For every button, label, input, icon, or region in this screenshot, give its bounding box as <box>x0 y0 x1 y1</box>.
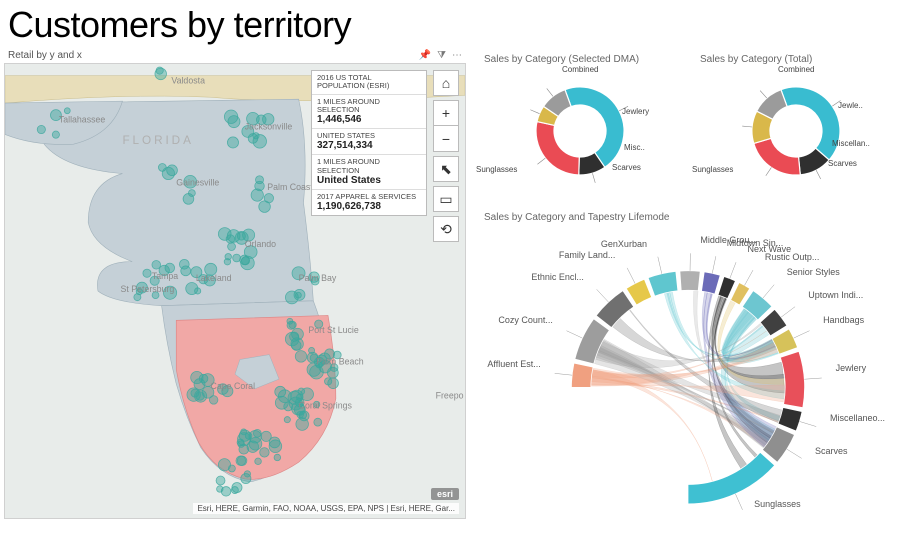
page-title: Customers by territory <box>0 0 900 48</box>
donut-slice-label: Jewlery <box>622 107 649 116</box>
pointer-button[interactable]: ⬉ <box>433 156 459 182</box>
svg-text:Palm Beach: Palm Beach <box>316 356 364 366</box>
svg-text:Coral Springs: Coral Springs <box>299 400 353 410</box>
svg-text:St Petersburg: St Petersburg <box>120 284 174 294</box>
chord-arc-label: GenXurban <box>601 239 647 249</box>
esri-badge: esri <box>431 488 459 500</box>
map-header: Retail by y and x 📌 ⧩ ⋯ <box>4 48 466 63</box>
donut-slice-label: Combined <box>562 65 598 74</box>
svg-text:Lakeland: Lakeland <box>196 273 232 283</box>
donut-slice-label: Miscellan.. <box>832 139 870 148</box>
chord-arc-label: Cozy Count... <box>498 315 553 325</box>
donut-slice-label: Combined <box>778 65 814 74</box>
svg-text:Port St Lucie: Port St Lucie <box>308 325 358 335</box>
zoom-out-button[interactable]: − <box>433 126 459 152</box>
donut-slice-label: Scarves <box>828 159 857 168</box>
donut-slice-label: Jewle.. <box>838 101 863 110</box>
map-header-label: Retail by y and x <box>8 50 413 61</box>
svg-text:Jacksonville: Jacksonville <box>245 122 293 132</box>
donut-total-title: Sales by Category (Total) <box>700 54 892 65</box>
svg-text:Valdosta: Valdosta <box>171 76 205 86</box>
chord-arc-label: Sunglasses <box>754 499 801 509</box>
chord-arc-label: Affluent Est... <box>487 359 540 369</box>
donut-slice-label: Sunglasses <box>692 165 733 174</box>
donut-slice-label: Misc.. <box>624 143 645 152</box>
pin-icon[interactable]: 📌 <box>419 50 431 61</box>
map-frame[interactable]: Valdosta Tallahassee Jacksonville FLORIDA Ga… <box>4 63 466 519</box>
home-button[interactable]: ⌂ <box>433 70 459 96</box>
chord-arc-label: Miscellaneo... <box>830 413 885 423</box>
svg-text:FLORIDA: FLORIDA <box>122 134 193 147</box>
chord-arc-label: Scarves <box>815 446 848 456</box>
donut-dma-title: Sales by Category (Selected DMA) <box>484 54 676 65</box>
donut-total-svg[interactable] <box>741 76 851 186</box>
svg-text:Palm Coast: Palm Coast <box>267 182 313 192</box>
chord-arc-label: Ethnic Encl... <box>531 272 584 282</box>
more-icon[interactable]: ⋯ <box>452 50 462 61</box>
donut-dma: Sales by Category (Selected DMA) Sunglas… <box>484 54 676 204</box>
svg-text:Orlando: Orlando <box>245 239 276 249</box>
chord-arc-label: Handbags <box>823 315 864 325</box>
chord-arc-label: Senior Styles <box>787 267 840 277</box>
chord-arc-label: Jewlery <box>836 363 867 373</box>
svg-text:Gainesville: Gainesville <box>176 177 219 187</box>
filter-icon[interactable]: ⧩ <box>437 50 446 61</box>
map-info-card: 2016 US TOTAL POPULATION (ESRI)1 MILES A… <box>311 70 427 216</box>
svg-text:Tampa: Tampa <box>152 271 179 281</box>
chord-arc-label: Family Land... <box>559 250 616 260</box>
map-panel: Retail by y and x 📌 ⧩ ⋯ Valdosta Tallahas… <box>0 48 470 523</box>
chord-arc-label: Uptown Indi... <box>808 290 863 300</box>
map-controls: ⌂ + − ⬉ ▭ ⟲ <box>433 70 459 242</box>
chord-title: Sales by Category and Tapestry Lifemode <box>484 212 892 223</box>
map-attribution: Esri, HERE, Garmin, FAO, NOAA, USGS, EPA… <box>193 503 459 514</box>
svg-text:Cape Coral: Cape Coral <box>211 381 256 391</box>
zoom-in-button[interactable]: + <box>433 100 459 126</box>
chord-block: Sales by Category and Tapestry Lifemode … <box>484 212 892 519</box>
svg-text:Freepo: Freepo <box>436 391 464 401</box>
svg-text:Tallahassee: Tallahassee <box>59 115 106 125</box>
donut-slice-label: Scarves <box>612 163 641 172</box>
charts-panel: Sales by Category (Selected DMA) Sunglas… <box>470 48 900 523</box>
donut-slice-label: Sunglasses <box>476 165 517 174</box>
refresh-button[interactable]: ⟲ <box>433 216 459 242</box>
donut-total: Sales by Category (Total) SunglassesComb… <box>700 54 892 204</box>
lasso-button[interactable]: ▭ <box>433 186 459 212</box>
chord-arc-label: Rustic Outp... <box>765 252 820 262</box>
svg-text:Palm Bay: Palm Bay <box>299 273 337 283</box>
